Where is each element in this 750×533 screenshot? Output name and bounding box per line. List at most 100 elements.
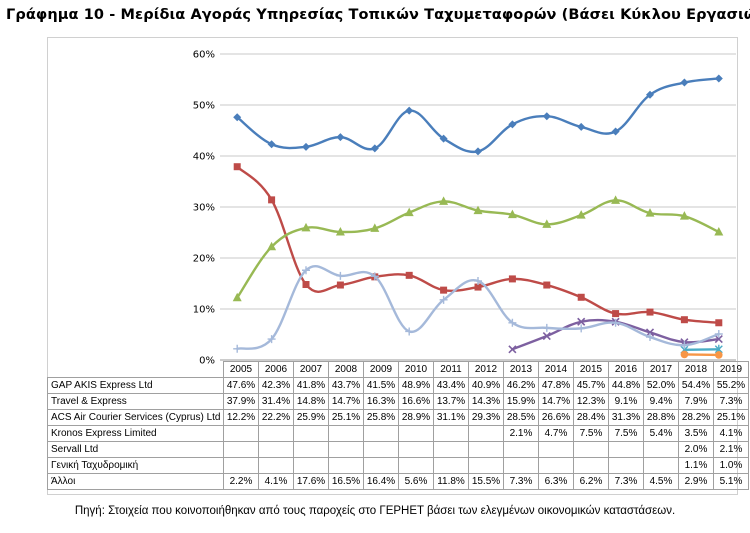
- data-point: [680, 350, 689, 359]
- series-name: Kronos Express Limited: [47, 425, 224, 442]
- data-point: [577, 317, 586, 326]
- data-label: 14.3%: [468, 393, 504, 410]
- x-tick-label: 2010: [398, 361, 434, 378]
- data-point: [302, 142, 310, 151]
- x-tick-label: 2005: [223, 361, 259, 378]
- y-tick-label: 30%: [193, 203, 215, 214]
- data-label: 4.7%: [538, 425, 574, 442]
- data-label: [363, 441, 399, 458]
- data-point: [439, 134, 448, 143]
- data-label: 15.5%: [468, 473, 504, 490]
- data-label: 31.1%: [433, 409, 469, 426]
- y-tick-label: 10%: [193, 305, 215, 316]
- data-label: 25.8%: [363, 409, 399, 426]
- data-point: [542, 219, 552, 228]
- data-label: [328, 441, 364, 458]
- data-label: [258, 425, 294, 442]
- data-point: [611, 195, 621, 204]
- data-point: [335, 226, 345, 236]
- data-label: 5.4%: [643, 425, 679, 442]
- data-label: 28.5%: [503, 409, 539, 426]
- data-label: 7.3%: [713, 393, 749, 410]
- series-name: Servall Ltd: [47, 441, 224, 458]
- table-row: ACS Air Courier Services (Cyprus) Ltd 12.…: [47, 409, 749, 426]
- x-tick-label: 2013: [503, 361, 539, 378]
- data-label: 41.8%: [293, 377, 329, 394]
- data-label: 25.9%: [293, 409, 329, 426]
- data-label: 6.2%: [573, 473, 609, 490]
- data-label: [503, 457, 539, 474]
- data-label: 2.1%: [503, 425, 539, 442]
- data-label: 37.9%: [223, 393, 259, 410]
- table-row: Servall Ltd 2.0% 2.1%: [47, 441, 749, 458]
- data-label: 28.8%: [643, 409, 679, 426]
- series-2: [232, 195, 724, 302]
- data-point: [233, 344, 242, 353]
- data-point: [405, 106, 414, 115]
- data-point: [302, 266, 310, 275]
- data-point: [267, 140, 276, 149]
- data-point: [232, 292, 242, 302]
- data-label: 15.9%: [503, 393, 539, 410]
- data-label: 7.3%: [608, 473, 644, 490]
- x-tick-label: 2018: [678, 361, 714, 378]
- data-point: [370, 144, 379, 153]
- data-label: 47.8%: [538, 377, 574, 394]
- data-label: [398, 425, 434, 442]
- table-row: GAP AKIS Express Ltd 47.6% 42.3% 41.8% 43.7%…: [47, 377, 749, 394]
- data-label: 17.6%: [293, 473, 329, 490]
- data-point: [680, 78, 689, 87]
- data-point: [508, 120, 517, 129]
- data-point: [611, 318, 620, 327]
- data-label: [538, 441, 574, 458]
- data-point: [404, 207, 414, 217]
- data-label: 44.8%: [608, 377, 644, 394]
- data-point: [405, 327, 414, 336]
- data-point: [439, 295, 448, 304]
- data-point: [714, 226, 724, 236]
- data-label: 7.5%: [608, 425, 644, 442]
- series-0: [233, 74, 723, 156]
- x-tick-label: 2015: [573, 361, 609, 378]
- data-label: 25.1%: [713, 409, 749, 426]
- data-label: 13.7%: [433, 393, 469, 410]
- data-point: [680, 341, 689, 350]
- data-label: 14.8%: [293, 393, 329, 410]
- x-tick-label: 2017: [643, 361, 679, 378]
- data-label: [468, 425, 504, 442]
- data-point: [233, 163, 241, 171]
- y-tick-label: 0%: [199, 356, 215, 367]
- data-label: [363, 425, 399, 442]
- table-row: Travel & Express 37.9% 31.4% 14.8% 14.7% 16.3…: [47, 393, 749, 410]
- data-point: [474, 276, 482, 285]
- data-point: [370, 272, 379, 281]
- data-label: [643, 457, 679, 474]
- series-6: [233, 264, 723, 353]
- series-line: [236, 165, 720, 324]
- y-tick-label: 40%: [193, 152, 215, 163]
- data-label: 2.1%: [713, 441, 749, 458]
- x-tick-label: 2008: [328, 361, 364, 378]
- data-label: 16.5%: [328, 473, 364, 490]
- data-label: 43.4%: [433, 377, 469, 394]
- data-label: 28.9%: [398, 409, 434, 426]
- data-point: [508, 345, 517, 354]
- chart-frame: [47, 37, 738, 495]
- data-label: 3.5%: [678, 425, 714, 442]
- data-point: [577, 122, 586, 131]
- data-label: [293, 425, 329, 442]
- data-label: 1.1%: [678, 457, 714, 474]
- x-tick-label: 2012: [468, 361, 504, 378]
- data-point: [267, 335, 276, 344]
- x-tick-label: 2006: [258, 361, 294, 378]
- data-label: 25.1%: [328, 409, 364, 426]
- data-point: [714, 329, 723, 338]
- data-label: [433, 425, 469, 442]
- data-point: [233, 113, 242, 122]
- data-label: 22.2%: [258, 409, 294, 426]
- series-5: [680, 350, 723, 359]
- data-label: 7.9%: [678, 393, 714, 410]
- data-point: [370, 223, 380, 232]
- data-label: [433, 441, 469, 458]
